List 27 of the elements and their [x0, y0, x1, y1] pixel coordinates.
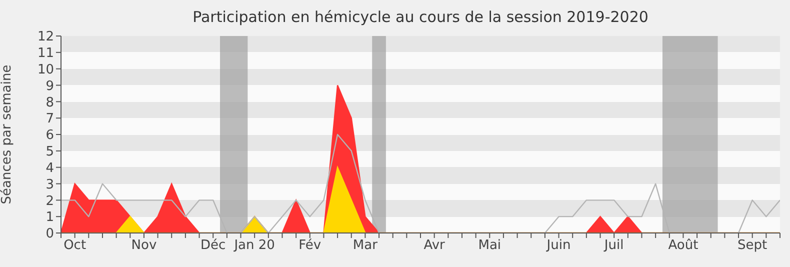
- y-tick-label: 12: [37, 30, 54, 45]
- y-tick-label: 2: [46, 194, 54, 209]
- y-tick-label: 4: [46, 160, 54, 176]
- chart-title: Participation en hémicycle au cours de la session 2019-2020: [192, 8, 650, 26]
- x-tick-label: Fév: [298, 238, 322, 254]
- x-tick-label: Avr: [424, 238, 446, 254]
- x-tick-label: Jan 20: [233, 238, 275, 254]
- x-tick-label: Août: [668, 238, 698, 254]
- x-tick-label: Juin: [546, 238, 571, 254]
- x-tick-label: Oct: [64, 238, 86, 254]
- y-tick-label: 11: [37, 46, 54, 62]
- y-tick-label: 3: [46, 177, 54, 192]
- x-tick-label: Sept: [738, 238, 768, 254]
- y-axis-title: Séances par semaine: [0, 64, 15, 204]
- x-tick-label: Mai: [478, 238, 502, 254]
- y-tick-label: 5: [46, 144, 54, 160]
- x-tick-label: Mar: [352, 238, 378, 254]
- x-tick-label: Juil: [603, 238, 624, 254]
- y-tick-label: 7: [46, 112, 54, 127]
- y-tick-label: 0: [46, 226, 54, 242]
- y-tick-label: 9: [46, 78, 54, 94]
- y-tick-label: 6: [46, 128, 54, 144]
- y-tick-label: 1: [46, 210, 54, 226]
- y-tick-label: 10: [37, 62, 54, 78]
- x-tick-label: Déc: [200, 238, 226, 254]
- y-tick-label: 8: [46, 95, 54, 110]
- x-tick-label: Nov: [131, 238, 157, 254]
